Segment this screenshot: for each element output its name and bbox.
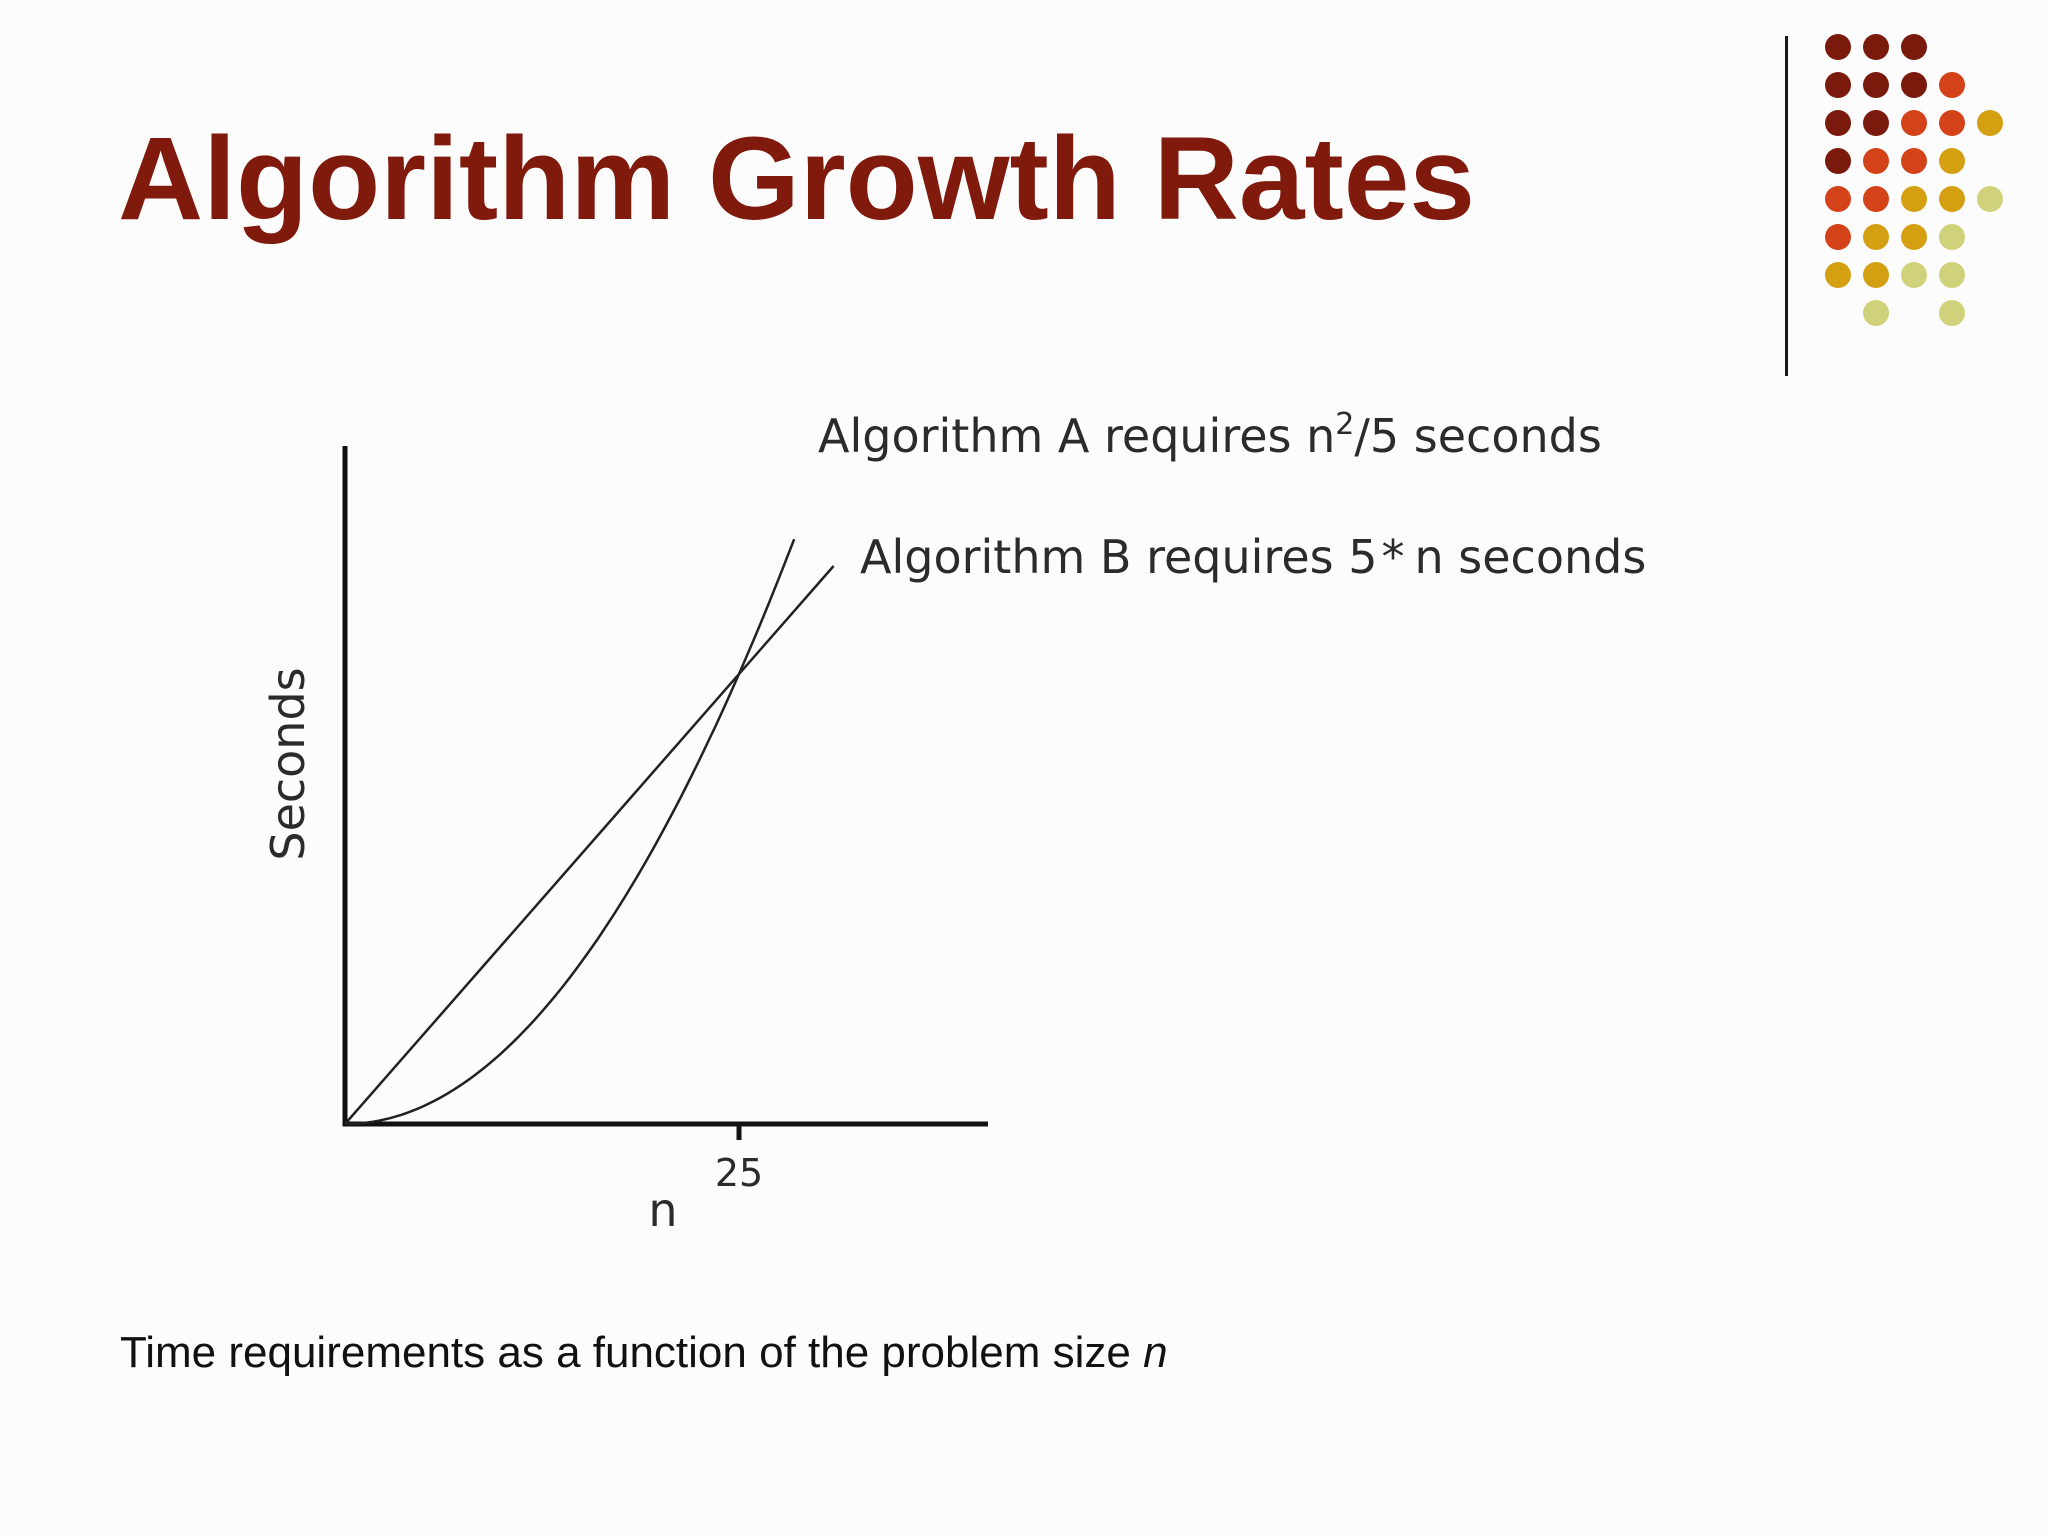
series-a-label-sup: 2 bbox=[1335, 407, 1354, 442]
series-a-label-tail: /5 seconds bbox=[1354, 409, 1601, 463]
series-a-label-main: Algorithm A requires n bbox=[818, 409, 1335, 463]
series-label-algorithm-a: Algorithm A requires n2/5 seconds bbox=[818, 407, 1602, 463]
x-axis-label: n bbox=[648, 1183, 677, 1237]
series-b-label-main: Algorithm B requires 5 bbox=[860, 530, 1377, 584]
caption-variable: n bbox=[1143, 1328, 1168, 1377]
slide-title: Algorithm Growth Rates bbox=[118, 113, 1476, 245]
series-line-algorithm-a bbox=[344, 538, 796, 1126]
y-axis-label: Seconds bbox=[261, 667, 315, 860]
series-line-algorithm-b bbox=[344, 565, 835, 1125]
series-label-algorithm-b: Algorithm B requires 5* n seconds bbox=[860, 530, 1646, 584]
caption-text: Time requirements as a function of the p… bbox=[120, 1328, 1144, 1377]
slide-caption: Time requirements as a function of the p… bbox=[120, 1328, 1168, 1378]
series-b-label-tail: n seconds bbox=[1414, 530, 1646, 584]
title-divider bbox=[1785, 36, 1788, 376]
series-b-label-star: * bbox=[1381, 530, 1404, 584]
x-tick-label-25: 25 bbox=[715, 1151, 763, 1195]
